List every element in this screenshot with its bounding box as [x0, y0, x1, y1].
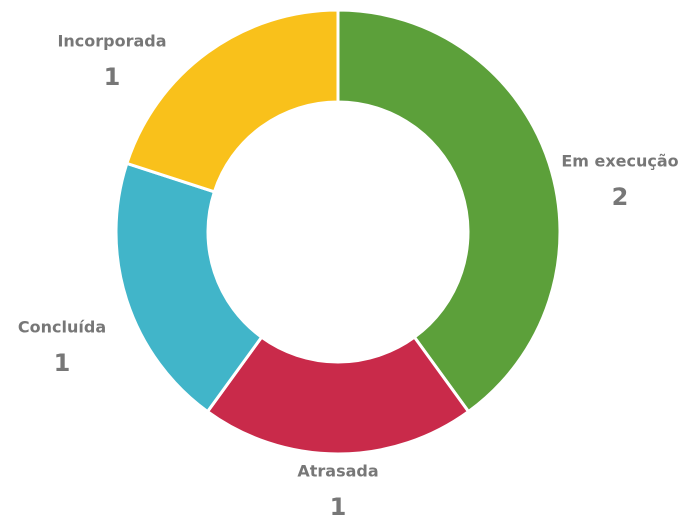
- slice-value: 2: [612, 183, 629, 211]
- slice-label: Incorporada: [57, 32, 166, 51]
- slice-value: 1: [330, 493, 347, 520]
- donut-slice: [205, 335, 471, 456]
- donut-slice: [114, 161, 264, 414]
- slice-label: Em execução: [561, 152, 678, 171]
- donut-slice: [124, 8, 340, 194]
- slice-label: Atrasada: [297, 462, 378, 481]
- donut-slice: [336, 8, 562, 414]
- slice-label: Concluída: [18, 318, 106, 337]
- slice-value: 1: [54, 349, 71, 377]
- slice-value: 1: [104, 63, 121, 91]
